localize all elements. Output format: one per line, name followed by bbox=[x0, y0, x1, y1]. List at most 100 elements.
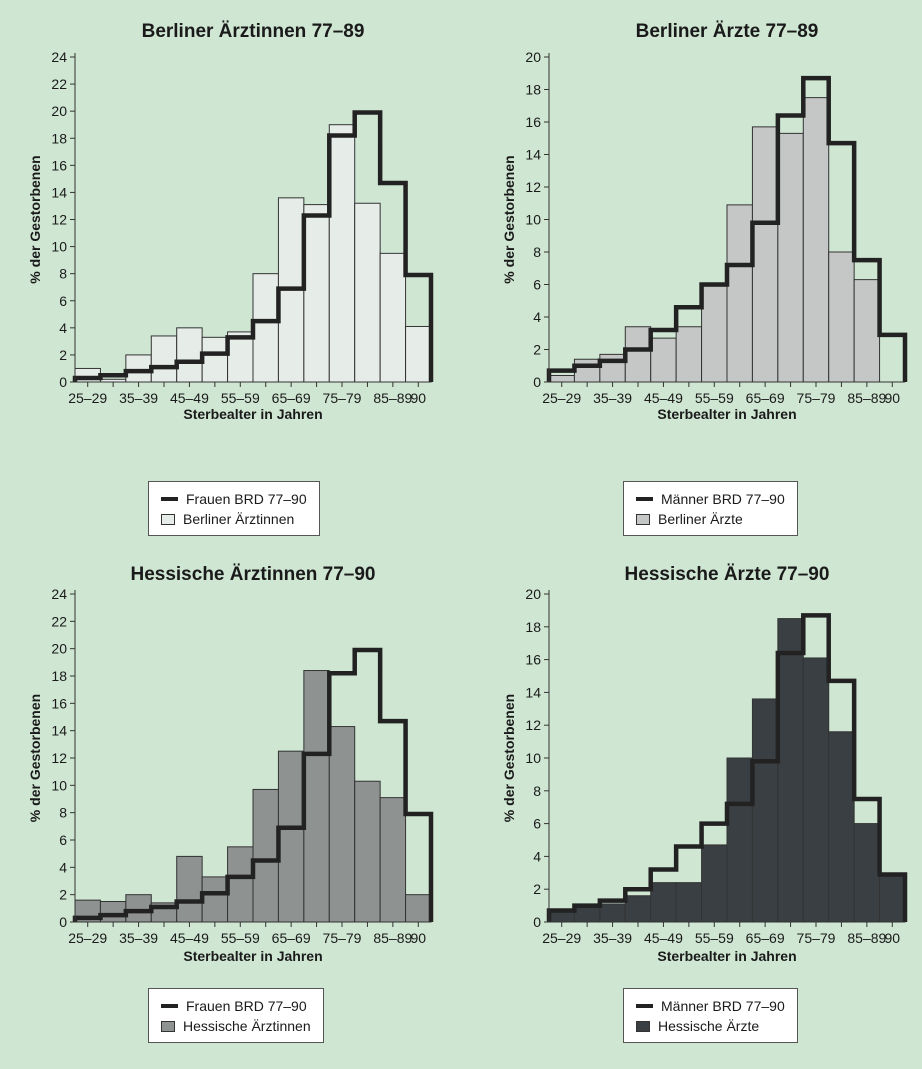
y-tick-label: 6 bbox=[59, 832, 67, 848]
bar-80–84 bbox=[354, 202, 381, 383]
bar-85–89 bbox=[379, 252, 407, 383]
y-tick-label: 6 bbox=[533, 816, 541, 832]
bar-40–44 bbox=[624, 326, 652, 383]
reference-step-line bbox=[72, 647, 434, 922]
x-tick-label: 65–69 bbox=[746, 390, 785, 406]
chart-svg: Berliner Ärzte 77–89 0 2 4 6 8 10 12 14 16 18 20 25–… bbox=[501, 21, 908, 422]
bar-90 bbox=[405, 894, 432, 923]
bar-60–64 bbox=[726, 204, 753, 383]
chart-title: Hessische Ärztinnen 77–90 bbox=[130, 564, 375, 585]
bar-55–59 bbox=[701, 844, 728, 923]
y-tick-label: 18 bbox=[51, 668, 67, 684]
bar-50–54 bbox=[201, 876, 229, 923]
bar-70–74 bbox=[303, 204, 330, 383]
x-axis-label: Sterbealter in Jahren bbox=[183, 406, 322, 422]
legend-item: Berliner Ärztinnen bbox=[161, 509, 307, 529]
legend-line-swatch bbox=[161, 497, 178, 501]
y-tick-label: 2 bbox=[59, 347, 67, 363]
x-tick-label: 90 bbox=[410, 930, 426, 946]
y-tick-label: 18 bbox=[525, 82, 541, 98]
x-tick-label: 45–49 bbox=[644, 390, 683, 406]
legend-color-swatch bbox=[161, 1020, 175, 1032]
legend-line-swatch bbox=[636, 1004, 653, 1008]
bar-45–49 bbox=[176, 327, 203, 383]
bar-85–89 bbox=[379, 797, 407, 923]
y-tick-label: 6 bbox=[533, 277, 541, 293]
y-tick-label: 22 bbox=[51, 76, 67, 92]
y-tick-label: 18 bbox=[51, 130, 67, 146]
legend-label: Berliner Ärztinnen bbox=[183, 511, 295, 527]
y-tick-label: 14 bbox=[51, 723, 67, 739]
x-axis-label: Sterbealter in Jahren bbox=[657, 948, 796, 964]
x-tick-label: 55–59 bbox=[695, 390, 734, 406]
x-tick-label: 25–29 bbox=[68, 390, 107, 406]
y-tick-label: 4 bbox=[533, 309, 541, 325]
x-tick-label: 85–89 bbox=[373, 930, 412, 946]
legend-line-swatch bbox=[161, 1004, 178, 1008]
reference-step-line bbox=[546, 75, 908, 382]
x-tick-label: 45–49 bbox=[644, 930, 683, 946]
legend: Männer BRD 77–90 Hessische Ärzte bbox=[623, 988, 798, 1043]
legend-label: Berliner Ärzte bbox=[658, 511, 743, 527]
chart-svg: Hessische Ärztinnen 77–90024681012141618… bbox=[27, 564, 434, 964]
y-tick-label: 10 bbox=[51, 777, 67, 793]
y-tick-label: 16 bbox=[525, 652, 541, 668]
y-tick-label: 22 bbox=[51, 613, 67, 629]
y-tick-label: 0 bbox=[533, 914, 541, 930]
legend-color-swatch bbox=[161, 513, 175, 525]
bar-60–64 bbox=[252, 788, 279, 923]
x-tick-label: 35–39 bbox=[119, 930, 158, 946]
legend-item: Hessische Ärztinnen bbox=[161, 1016, 311, 1036]
bar-60–64 bbox=[726, 757, 753, 923]
bar-90 bbox=[405, 325, 432, 383]
x-tick-label: 45–49 bbox=[170, 930, 209, 946]
bar-75–79 bbox=[802, 97, 830, 383]
legend-label: Hessische Ärzte bbox=[658, 1018, 760, 1034]
x-tick-label: 85–89 bbox=[373, 390, 412, 406]
y-tick-label: 12 bbox=[51, 212, 67, 228]
y-axis-label: % der Gestorbenen bbox=[27, 694, 43, 822]
legend-color-swatch bbox=[636, 513, 650, 525]
reference-step-line bbox=[546, 613, 908, 922]
legend: Männer BRD 77–90 Berliner Ärzte bbox=[623, 481, 798, 536]
y-tick-label: 0 bbox=[59, 914, 67, 930]
y-tick-label: 2 bbox=[533, 881, 541, 897]
bar-25–29 bbox=[548, 911, 575, 923]
bar-85–89 bbox=[853, 823, 881, 923]
y-tick-label: 10 bbox=[525, 750, 541, 766]
bar-40–44 bbox=[150, 335, 178, 383]
y-tick-label: 6 bbox=[59, 293, 67, 309]
y-tick-label: 12 bbox=[525, 717, 541, 733]
x-tick-label: 65–69 bbox=[746, 930, 785, 946]
bar-85–89 bbox=[853, 279, 881, 383]
x-tick-label: 45–49 bbox=[170, 390, 209, 406]
x-tick-label: 35–39 bbox=[119, 390, 158, 406]
bar-55–59 bbox=[227, 846, 254, 923]
legend-label: Männer BRD 77–90 bbox=[661, 491, 785, 507]
y-tick-label: 20 bbox=[51, 103, 67, 119]
bar-70–74 bbox=[777, 618, 804, 923]
bar-80–84 bbox=[828, 731, 855, 923]
bar-65–69 bbox=[751, 698, 779, 923]
chart-svg: Hessische Ärzte 77–90 0 2 4 6 8 10 12 14 16 18 20 25… bbox=[501, 564, 908, 964]
y-tick-label: 20 bbox=[525, 49, 541, 65]
bars-group bbox=[548, 97, 881, 383]
chart-panel-berliner-aerzte: Berliner Ärzte 77–89 0 2 4 6 8 10 12 14 16 18 20 25–… bbox=[461, 0, 922, 536]
legend-color-swatch bbox=[636, 1020, 650, 1032]
y-tick-label: 14 bbox=[525, 147, 541, 163]
chart-title: Hessische Ärzte 77–90 bbox=[625, 564, 830, 585]
bar-30–34 bbox=[573, 358, 601, 383]
bar-35–39 bbox=[125, 894, 152, 923]
x-tick-label: 85–89 bbox=[847, 390, 886, 406]
bars-group bbox=[548, 618, 906, 923]
y-tick-label: 12 bbox=[525, 179, 541, 195]
chart-title: Berliner Ärztinnen 77–89 bbox=[142, 21, 365, 42]
y-tick-label: 10 bbox=[51, 239, 67, 255]
bar-30–34 bbox=[99, 901, 127, 923]
bar-80–84 bbox=[354, 780, 381, 923]
y-tick-label: 18 bbox=[525, 619, 541, 635]
y-tick-label: 8 bbox=[59, 805, 67, 821]
legend-item: Männer BRD 77–90 bbox=[636, 996, 785, 1016]
x-tick-label: 35–39 bbox=[593, 390, 632, 406]
